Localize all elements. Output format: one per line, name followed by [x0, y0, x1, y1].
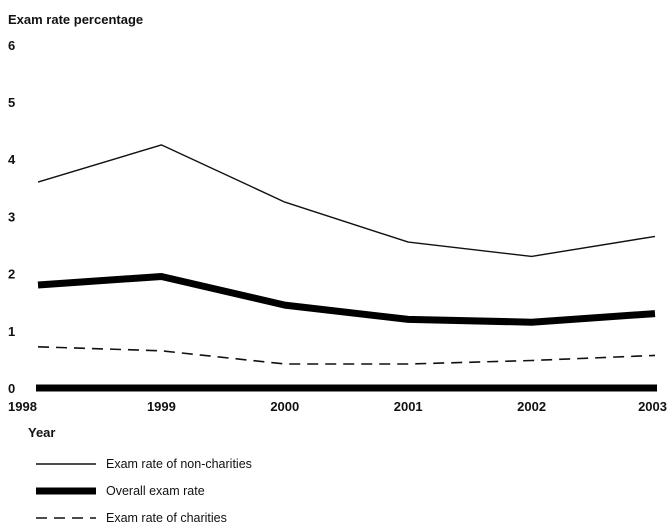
- y-axis-title: Exam rate percentage: [8, 12, 143, 27]
- y-axis-ticks: 0 1 2 3 4 5 6: [8, 38, 16, 396]
- series-line-2: [37, 273, 656, 326]
- chart-legend: Exam rate of non-charities Overall exam r…: [36, 457, 252, 525]
- chart-series: [37, 144, 656, 365]
- y-tick-label: 4: [8, 152, 16, 167]
- y-tick-label: 6: [8, 38, 15, 53]
- x-tick-label: 2000: [270, 399, 299, 414]
- y-tick-label: 2: [8, 267, 15, 282]
- x-tick-label: 1999: [147, 399, 176, 414]
- x-tick-label: 2003: [638, 399, 667, 414]
- y-tick-label: 0: [8, 381, 15, 396]
- x-tick-label: 2001: [394, 399, 423, 414]
- legend-label: Exam rate of charities: [106, 511, 227, 525]
- y-tick-label: 1: [8, 324, 15, 339]
- x-axis-ticks: 1998 1999 2000 2001 2002 2003: [8, 399, 667, 414]
- series-line-1: [37, 144, 656, 258]
- y-tick-label: 3: [8, 209, 15, 224]
- x-tick-label: 2002: [517, 399, 546, 414]
- series-line-3: [37, 346, 656, 365]
- y-tick-label: 5: [8, 95, 15, 110]
- x-axis-title: Year: [28, 425, 55, 440]
- x-tick-label: 1998: [8, 399, 37, 414]
- legend-label: Overall exam rate: [106, 484, 205, 498]
- legend-label: Exam rate of non-charities: [106, 457, 252, 471]
